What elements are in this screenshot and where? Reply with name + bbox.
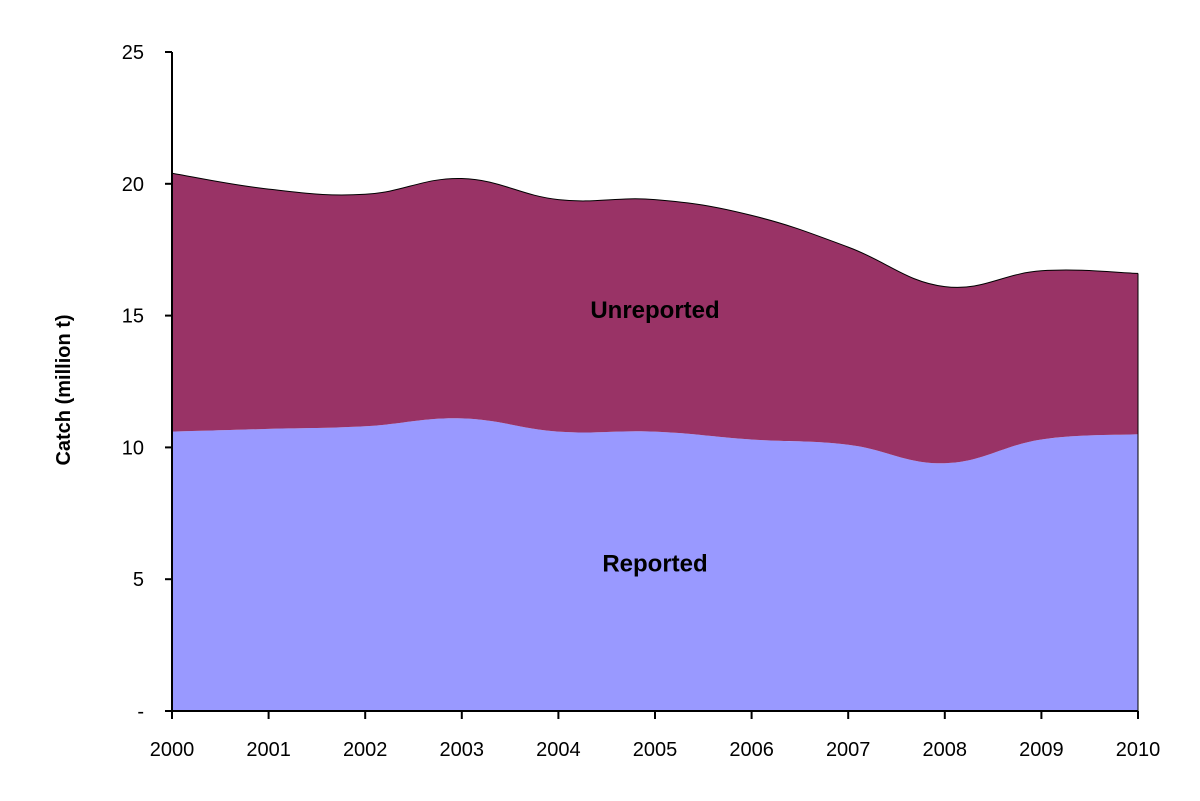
- y-tick-label: 10: [122, 437, 144, 459]
- x-axis-ticks: 2000 2001 2002 2003 2004 2005 2006 2007 2008 2009…: [150, 711, 1161, 761]
- x-tick-label: 2004: [536, 739, 581, 761]
- series-labels: Reported Unreported: [590, 297, 719, 577]
- chart-areas: [171, 172, 1139, 711]
- x-tick-label: 2005: [633, 739, 678, 761]
- x-tick-label: 2007: [826, 739, 871, 761]
- x-tick-label: 2000: [150, 739, 195, 761]
- y-axis-ticks: - 5 10 15 20 25: [122, 42, 172, 723]
- x-tick-label: 2008: [923, 739, 968, 761]
- series-label-unreported: Unreported: [590, 297, 719, 324]
- y-tick-label: 20: [122, 174, 144, 196]
- series-label-reported: Reported: [602, 550, 707, 577]
- y-tick-label: -: [137, 701, 144, 723]
- x-tick-label: 2003: [440, 739, 485, 761]
- x-tick-label: 2010: [1116, 739, 1161, 761]
- y-tick-label: 25: [122, 42, 144, 64]
- total-outline: [171, 172, 1139, 288]
- x-tick-label: 2002: [343, 739, 388, 761]
- y-tick-label: 5: [133, 569, 144, 591]
- x-tick-label: 2006: [729, 739, 774, 761]
- x-tick-label: 2009: [1019, 739, 1064, 761]
- y-axis-title: Catch (million t): [53, 314, 75, 465]
- area-unreported: [172, 173, 1138, 464]
- area-reported: [172, 418, 1138, 711]
- y-tick-label: 15: [122, 306, 144, 328]
- x-tick-label: 2001: [246, 739, 291, 761]
